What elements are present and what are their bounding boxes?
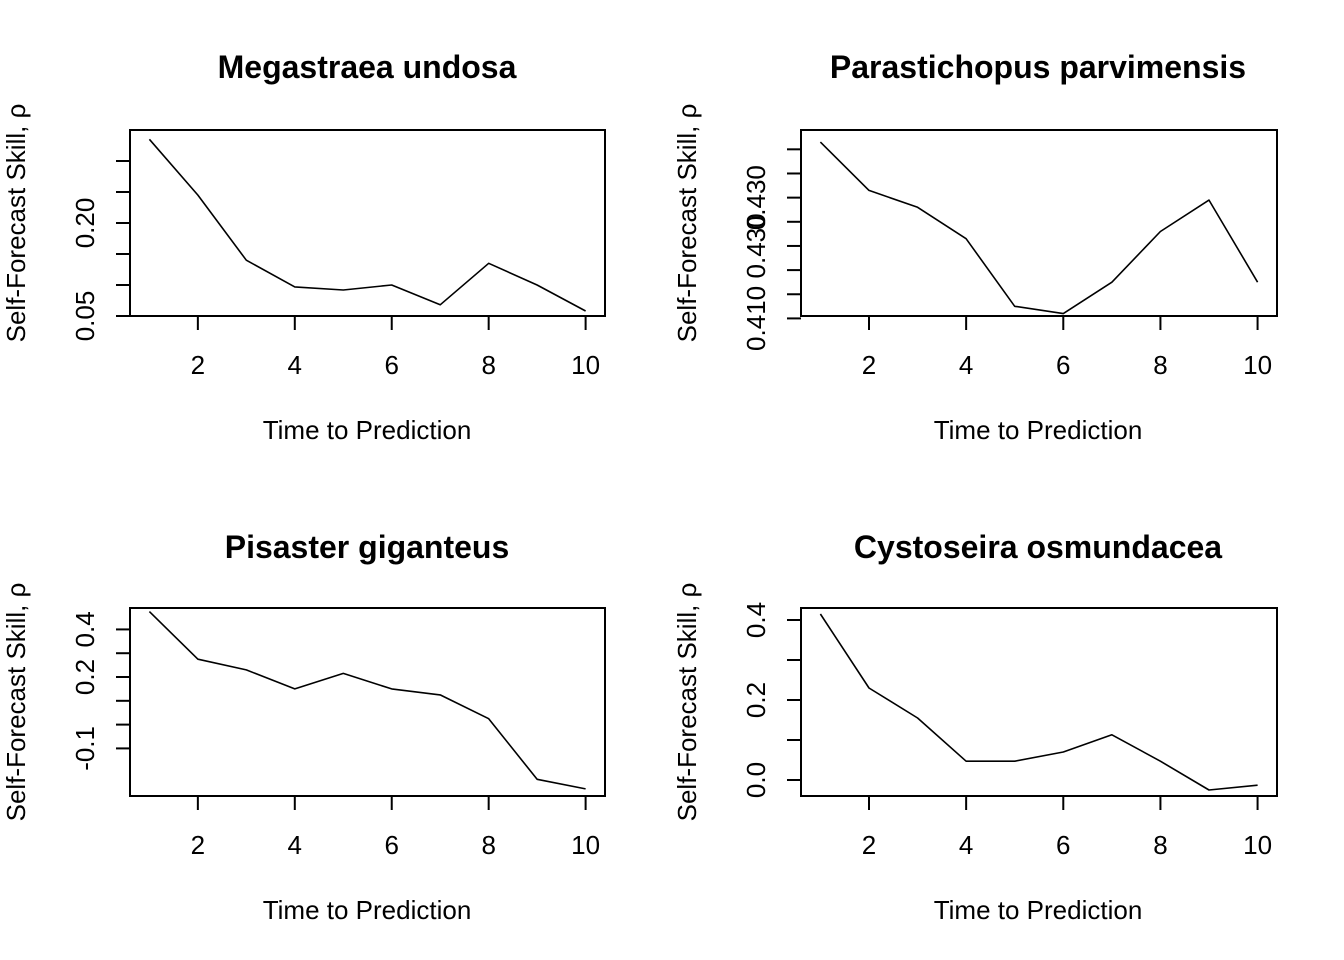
panel-2-y-tick-label: 0.430	[741, 213, 771, 278]
panel-4-x-tick-label: 4	[959, 830, 973, 860]
panel-4-x-tick-label: 10	[1243, 830, 1272, 860]
panel-1-y-tick-label: 0.20	[70, 198, 100, 249]
panel-3-x-axis-label: Time to Prediction	[263, 895, 472, 925]
panel-2-x-axis: 2 4 6 8 10	[862, 316, 1272, 380]
panel-3-y-axis: -0.1 0.2 0.4	[70, 611, 130, 771]
panel-2-x-tick-label: 6	[1056, 350, 1070, 380]
panel-2-y-tick-label: 0.410	[741, 286, 771, 351]
panel-2-y-axis-label: Self-Forecast Skill, ρ	[672, 104, 702, 343]
panel-1-x-axis: 2 4 6 8 10	[191, 316, 600, 380]
panel-4-x-tick-label: 8	[1153, 830, 1167, 860]
panel-3-x-tick-label: 8	[481, 830, 495, 860]
panel-1-y-tick-label: 0.05	[70, 291, 100, 342]
panel-3-y-tick-label: 0.2	[70, 659, 100, 695]
panel-4-x-axis-label: Time to Prediction	[934, 895, 1143, 925]
panel-4-y-axis-label: Self-Forecast Skill, ρ	[672, 583, 702, 822]
panel-4-plot-frame	[800, 607, 1278, 797]
panel-2-x-tick-label: 2	[862, 350, 876, 380]
panel-2: Parastichopus parvimensis 2 4 6 8 10 0.4100.…	[672, 49, 1278, 445]
panel-4-y-tick-label: 0.0	[741, 762, 771, 798]
panel-4: Cystoseira osmundacea 2 4 6 8 10 0.0 0.2 0.4 T…	[672, 529, 1278, 925]
panel-1-x-tick-label: 4	[288, 350, 302, 380]
panel-3-x-tick-label: 10	[571, 830, 600, 860]
panel-2-plot-frame	[800, 129, 1278, 317]
panel-3-y-axis-label: Self-Forecast Skill, ρ	[1, 583, 31, 822]
panel-4-x-tick-label: 6	[1056, 830, 1070, 860]
panel-2-series-line	[819, 141, 1259, 315]
panel-2-title: Parastichopus parvimensis	[830, 49, 1246, 85]
panel-1-title: Megastraea undosa	[218, 49, 517, 85]
panel-4-x-axis: 2 4 6 8 10	[862, 796, 1272, 860]
panel-1-y-axis-label: Self-Forecast Skill, ρ	[1, 104, 31, 343]
panel-1-x-tick-label: 8	[481, 350, 495, 380]
panel-4-y-tick-label: 0.2	[741, 682, 771, 718]
panel-2-x-tick-label: 4	[959, 350, 973, 380]
panel-3: Pisaster giganteus 2 4 6 8 10 -0.1 0.2 0.4 Tim…	[1, 529, 606, 925]
panel-3-x-axis: 2 4 6 8 10	[191, 796, 600, 860]
panel-3-y-tick-label: 0.4	[70, 611, 100, 647]
panel-4-x-tick-label: 2	[862, 830, 876, 860]
panel-3-title: Pisaster giganteus	[225, 529, 510, 565]
panel-1: Megastraea undosa 2 4 6 8 10 0.05 0.20 Time t…	[1, 49, 606, 445]
panel-2-y-tick-label: 0.430	[741, 165, 771, 230]
panel-1-x-tick-label: 2	[191, 350, 205, 380]
panel-4-series-line	[819, 613, 1258, 791]
panel-4-y-axis: 0.0 0.2 0.4	[741, 602, 801, 798]
panel-2-x-tick-label: 10	[1243, 350, 1272, 380]
panel-1-x-tick-label: 10	[571, 350, 600, 380]
panel-1-x-axis-label: Time to Prediction	[263, 415, 472, 445]
panel-4-y-tick-label: 0.4	[741, 602, 771, 638]
panel-1-x-tick-label: 6	[385, 350, 399, 380]
panel-3-x-tick-label: 6	[385, 830, 399, 860]
panel-3-series-line	[148, 611, 586, 790]
panel-3-x-tick-label: 2	[191, 830, 205, 860]
panel-3-plot-frame	[129, 607, 606, 797]
panel-4-title: Cystoseira osmundacea	[854, 529, 1222, 565]
panel-1-y-axis: 0.05 0.20	[70, 160, 130, 342]
panel-3-x-tick-label: 4	[288, 830, 302, 860]
panel-1-series-line	[148, 138, 586, 312]
panel-2-x-axis-label: Time to Prediction	[934, 415, 1143, 445]
panel-2-x-tick-label: 8	[1153, 350, 1167, 380]
panel-3-y-tick-label: -0.1	[70, 726, 100, 771]
